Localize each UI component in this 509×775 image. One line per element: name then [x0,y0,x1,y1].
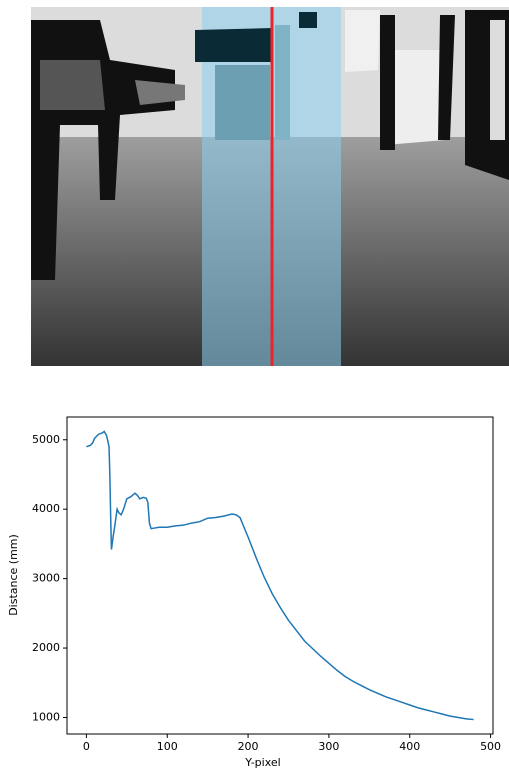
x-tick-label: 200 [238,740,259,753]
x-tick-label: 300 [318,740,339,753]
x-tick-label: 500 [480,740,501,753]
y-tick-label: 4000 [32,502,60,515]
y-axis-label: Distance (mm) [7,534,20,616]
x-tick-label: 100 [157,740,178,753]
x-tick-label: 0 [83,740,90,753]
data-line [86,430,474,721]
y-tick-label: 5000 [32,433,60,446]
y-tick-label: 3000 [32,572,60,585]
plot-frame [66,416,494,735]
x-axis-label: Y-pixel [244,756,280,769]
y-tick-label: 2000 [32,641,60,654]
depth-image [31,7,509,366]
y-tick-label: 1000 [32,710,60,723]
x-tick-label: 400 [399,740,420,753]
